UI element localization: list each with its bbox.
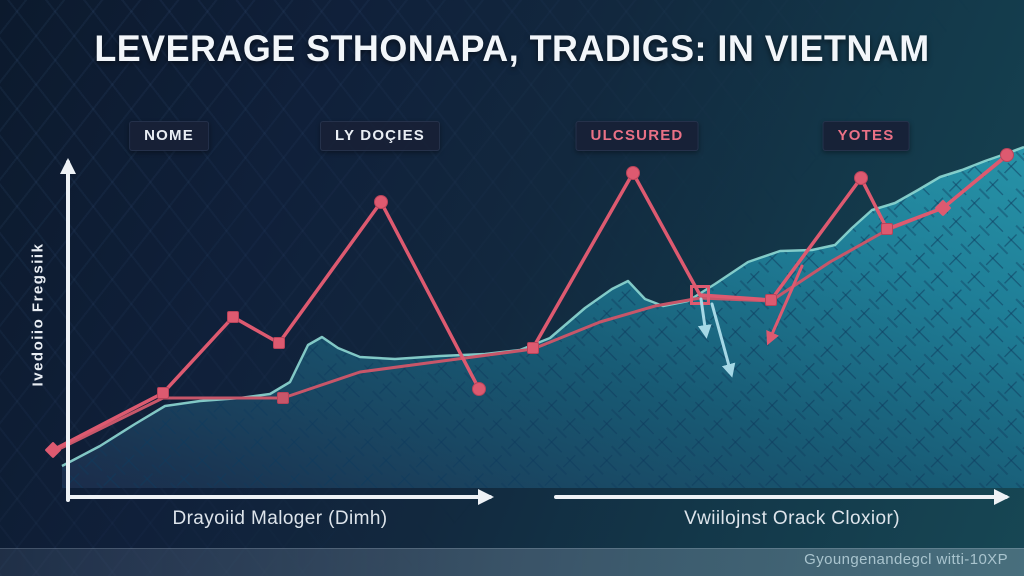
footer-note: Gyoungenandegcl witti-10XP (804, 551, 1008, 568)
legend-badge-ulcsured: ULCSURED (575, 121, 699, 151)
bottom-floor-band (0, 548, 1024, 576)
x-axis-label-right: Vwiilojnst Orack Cloxior) (684, 508, 900, 529)
line-series (51, 153, 1009, 454)
legend-badge-nome: NOME (129, 121, 209, 151)
x-axis-label-left: Drayoiid Maloger (Dimh) (172, 508, 388, 529)
y-axis-label: Ivedoiio Fregsiik (29, 242, 47, 387)
axes (60, 158, 1010, 505)
area-series (61, 145, 1024, 488)
legend-badge-yotes: YOTES (822, 121, 910, 151)
annotation-arrows (697, 264, 804, 378)
legend-badge-ly-docies: LY DOÇIES (320, 121, 440, 151)
data-point-markers (45, 148, 1014, 458)
page-title: LEVERAGE STHONAPA, TRADIGS: IN VIETNAM (94, 28, 930, 69)
